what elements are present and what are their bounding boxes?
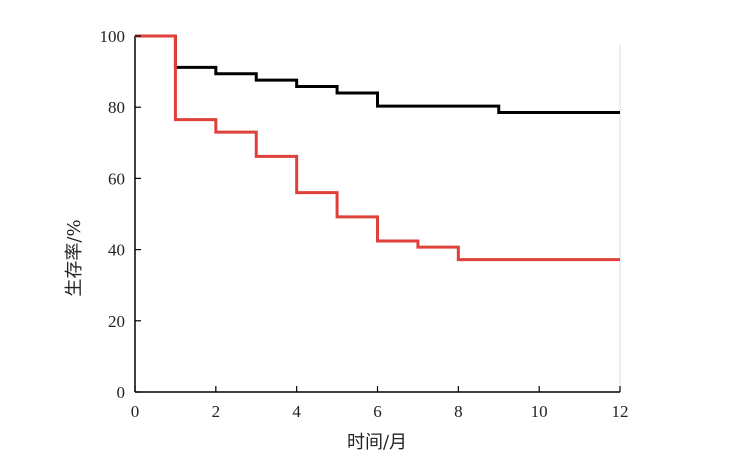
y-axis-title: 生存率/% [64,219,85,296]
series-line-2 [135,34,620,262]
y-tick-label: 100 [100,27,126,46]
y-tick-label: 0 [117,383,126,402]
x-tick-label: 0 [131,402,140,421]
x-tick-label: 10 [531,402,548,421]
y-axis-ticks: 0 20 40 60 80 100 [100,27,141,402]
x-tick-label: 8 [454,402,463,421]
y-tick-label: 80 [108,98,125,117]
y-tick-label: 20 [108,312,125,331]
x-axis-title: 时间/月 [347,432,407,453]
x-tick-label: 6 [373,402,382,421]
y-tick-label: 60 [108,169,125,188]
x-axis-ticks: 0 2 4 6 8 10 12 [131,386,629,421]
x-tick-label: 12 [612,402,629,421]
x-tick-label: 2 [212,402,221,421]
y-tick-label: 40 [108,241,125,260]
x-tick-label: 4 [292,402,301,421]
plot-frame [134,36,621,393]
series-layer [135,34,620,262]
series-line-1 [135,34,620,115]
